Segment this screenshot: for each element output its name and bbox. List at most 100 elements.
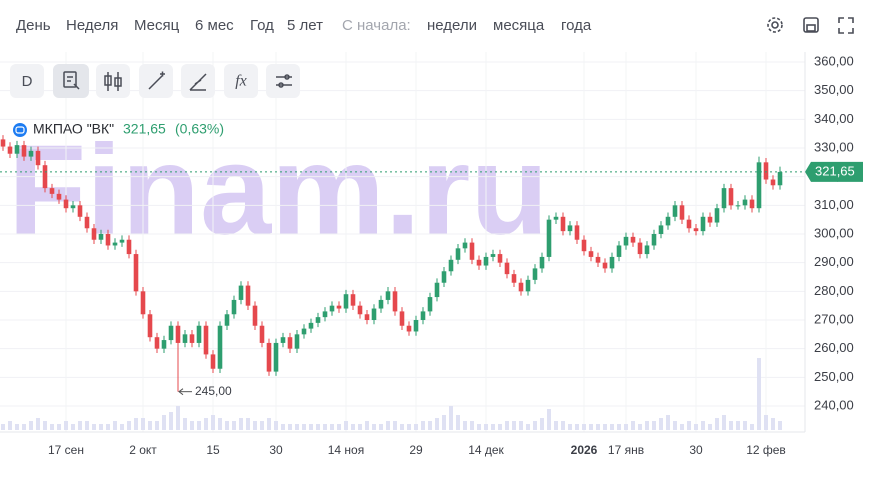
volume-bar: [302, 424, 306, 430]
candle-body: [679, 205, 685, 220]
volume-bar: [470, 421, 474, 430]
period[interactable]: Год: [250, 17, 274, 34]
candle-body: [490, 254, 496, 257]
icon: [114, 77, 122, 87]
candle-body: [763, 162, 769, 180]
plot-front: 240,00 250,00 260,00 270,00 280,00 290,00 300,…: [0, 53, 863, 457]
volume-bar: [652, 421, 656, 430]
candle-body: [658, 225, 664, 234]
candle-body: [504, 262, 510, 275]
candle-body: [728, 188, 734, 206]
volume-bar: [582, 424, 586, 430]
y-tick-label: 250,00: [814, 369, 854, 384]
settings-ring[interactable]: [767, 17, 783, 33]
volume-bar: [365, 421, 369, 430]
volume-bar: [729, 421, 733, 430]
icon: [284, 74, 290, 80]
volume-bar: [351, 424, 355, 430]
volume-bar: [253, 421, 257, 430]
volume-bar: [743, 421, 747, 430]
volume-bar: [715, 418, 719, 430]
volume-bar: [589, 424, 593, 430]
icon: [107, 72, 119, 91]
candle-body: [140, 291, 146, 315]
volume-bar: [211, 415, 215, 430]
candle-body: [21, 145, 27, 157]
volume-bar: [638, 424, 642, 430]
volume-bar: [421, 421, 425, 430]
candle-body: [63, 199, 69, 209]
since-option[interactable]: года: [561, 17, 592, 34]
candle-body: [14, 145, 20, 154]
volume-bar: [1, 424, 5, 430]
save-icon[interactable]: [803, 17, 819, 33]
candle-body: [581, 239, 587, 252]
volume-bar: [666, 415, 670, 430]
volume-bar: [190, 421, 194, 430]
volume-bar: [162, 415, 166, 430]
candle-body: [686, 219, 692, 229]
volume-bar: [337, 424, 341, 430]
period[interactable]: Неделя: [66, 17, 118, 34]
candle-body: [0, 139, 6, 147]
icon: [63, 71, 77, 88]
volume-bar: [680, 424, 684, 430]
volume-bar: [414, 424, 418, 430]
candle-body: [196, 325, 202, 343]
volume-bar: [323, 424, 327, 430]
settings-icon[interactable]: [771, 21, 779, 29]
candle-body: [553, 216, 559, 220]
period[interactable]: 6 мес: [195, 17, 234, 34]
candle-body: [441, 271, 447, 283]
candle-body: [203, 325, 209, 355]
tool-button[interactable]: [10, 64, 44, 98]
volume-bar: [540, 418, 544, 430]
volume-bar: [687, 421, 691, 430]
volume-bar: [316, 424, 320, 430]
volume-bar: [267, 418, 271, 430]
y-tick-label: 270,00: [814, 311, 854, 326]
ticker-name: МКПАО "ВК": [33, 121, 114, 137]
watermark: Finam.ru: [8, 119, 549, 262]
tool-button[interactable]: [96, 64, 130, 98]
volume-bar: [554, 421, 558, 430]
candle-body: [77, 205, 83, 217]
volume-bar: [197, 421, 201, 430]
volume-bar: [127, 421, 131, 430]
candle-body: [665, 216, 671, 226]
candle-body: [497, 254, 503, 263]
volume-bar: [309, 424, 313, 430]
since-option[interactable]: недели: [427, 17, 477, 34]
candle-body: [560, 216, 566, 232]
volume-bar: [43, 421, 47, 430]
candle-body: [714, 208, 720, 223]
period[interactable]: День: [16, 17, 51, 34]
candle-body: [518, 282, 524, 292]
volume-bar: [694, 424, 698, 430]
fullscreen-icon[interactable]: [838, 17, 854, 34]
period[interactable]: Месяц: [134, 17, 180, 34]
volume-bar: [15, 424, 19, 430]
min-arrow-head: [178, 388, 184, 396]
volume-bar: [246, 418, 250, 430]
candle-body: [392, 291, 398, 312]
tool-button[interactable]: [266, 64, 300, 98]
tool-button[interactable]: [224, 64, 258, 98]
candle-body: [602, 262, 608, 269]
volume-bar: [519, 421, 523, 430]
candle-body: [7, 146, 13, 154]
volume-bar: [78, 421, 82, 430]
y-tick-label: 340,00: [814, 111, 854, 126]
volume-bar: [463, 421, 467, 430]
volume-bar: [113, 421, 117, 430]
volume-bar: [428, 421, 432, 430]
volume-bar: [99, 424, 103, 430]
candle-body: [735, 205, 741, 207]
period[interactable]: 5 лет: [287, 17, 323, 34]
price-tag: [805, 161, 863, 182]
tool-icons: [63, 71, 292, 91]
volume-bar: [771, 418, 775, 430]
volume-bar: [442, 415, 446, 430]
since-option[interactable]: месяца: [493, 17, 545, 34]
